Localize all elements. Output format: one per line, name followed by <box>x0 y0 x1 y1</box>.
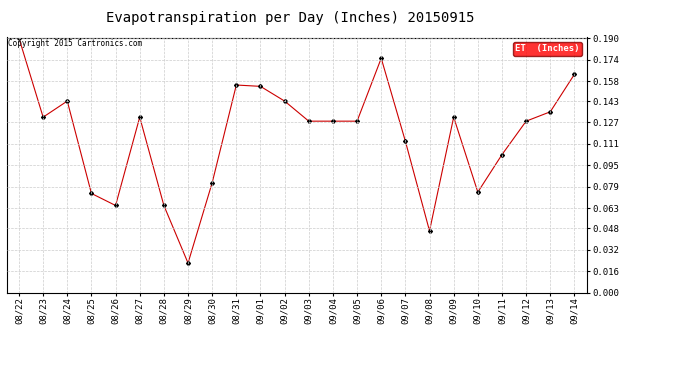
Legend: ET  (Inches): ET (Inches) <box>513 42 582 56</box>
Text: Evapotranspiration per Day (Inches) 20150915: Evapotranspiration per Day (Inches) 2015… <box>106 11 474 25</box>
Text: Copyright 2015 Cartronics.com: Copyright 2015 Cartronics.com <box>8 39 142 48</box>
